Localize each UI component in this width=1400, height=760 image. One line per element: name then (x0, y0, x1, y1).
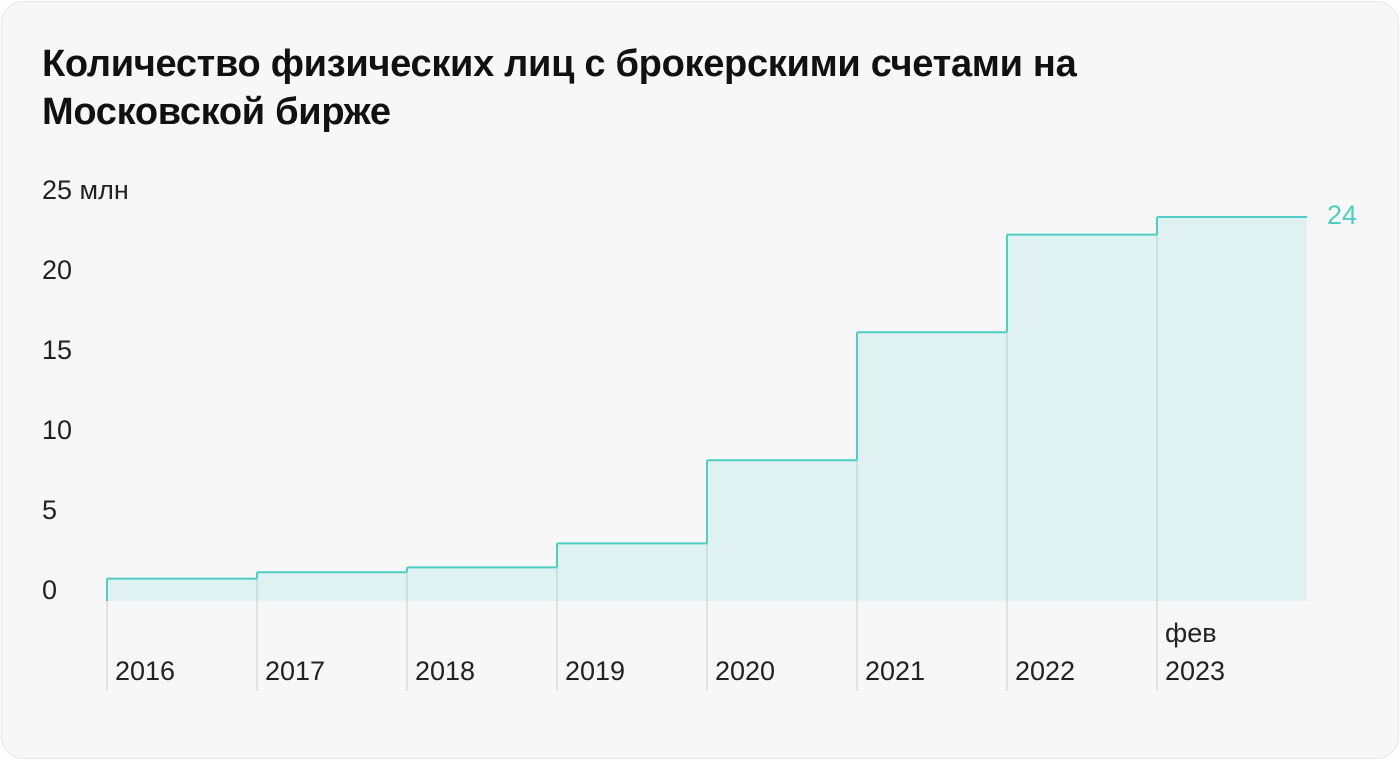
step-area (107, 578, 257, 601)
step-area (1007, 234, 1157, 601)
x-tick-label: 2019 (565, 656, 626, 686)
y-tick-label: 10 (42, 415, 72, 445)
x-tick-label: 2022 (1015, 656, 1076, 686)
step-area (1157, 217, 1307, 601)
step-area (707, 460, 857, 601)
y-tick-label: 0 (42, 575, 57, 605)
y-tick-label: 5 (42, 495, 57, 525)
y-tick-label: 25 млн (42, 175, 129, 205)
x-tick-label: фев 2023 (1165, 618, 1226, 686)
value-label: 24 (1327, 200, 1357, 230)
y-tick-label: 15 (42, 335, 72, 365)
step-area (407, 567, 557, 601)
y-tick-label: 20 (42, 255, 72, 285)
step-area (557, 543, 707, 601)
x-tick-label: 2020 (715, 656, 776, 686)
x-tick-label: 2021 (865, 656, 926, 686)
x-tick-label: 2018 (415, 656, 476, 686)
chart-title: Количество физических лиц с брокерскими … (42, 43, 1077, 133)
step-area (257, 572, 407, 601)
x-tick-label: 2016 (115, 656, 176, 686)
x-tick-label: 2017 (265, 656, 326, 686)
step-area (857, 332, 1007, 601)
